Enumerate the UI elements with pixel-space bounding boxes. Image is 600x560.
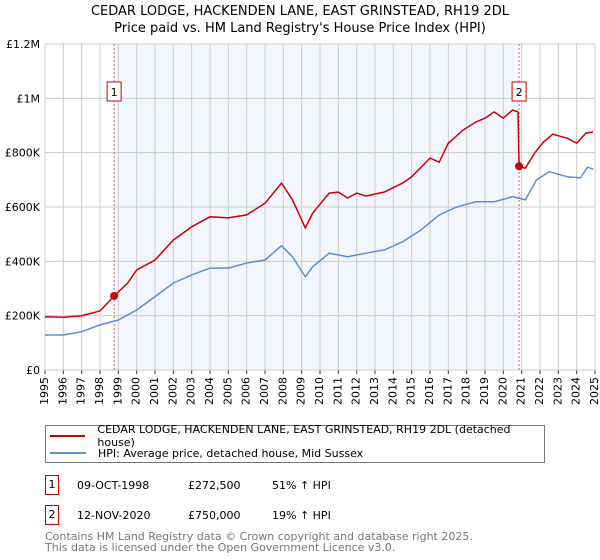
- x-tick-label: 2007: [258, 377, 271, 405]
- y-tick-label: £800K: [5, 147, 41, 160]
- y-tick-label: £1M: [17, 92, 41, 105]
- x-tick-label: 2012: [350, 377, 363, 405]
- sale-point: [110, 291, 119, 300]
- transaction-hpi: 19% ↑ HPI: [272, 509, 331, 522]
- sale-label: 2: [516, 86, 523, 99]
- price-chart: 1995 1996 1997 1998 1999 2000 2001 2002 2003 2004…: [5, 38, 600, 405]
- x-tick-label: 2009: [295, 377, 308, 405]
- y-tick-label: £1.2M: [6, 38, 40, 51]
- x-tick-label: 1995: [38, 377, 51, 405]
- footer-copyright: Contains HM Land Registry data © Crown c…: [45, 530, 473, 543]
- chart-subtitle: Price paid vs. HM Land Registry's House …: [114, 21, 486, 36]
- transaction-date: 09-OCT-1998: [77, 479, 150, 492]
- x-tick-label: 2025: [588, 377, 600, 405]
- x-tick-label: 2017: [441, 377, 454, 405]
- x-tick-label: 2010: [313, 377, 326, 405]
- chart-title: CEDAR LODGE, HACKENDEN LANE, EAST GRINST…: [90, 4, 510, 19]
- x-tick-label: 1997: [75, 377, 88, 405]
- x-tick-label: 2016: [423, 377, 436, 405]
- x-tick-label: 2018: [460, 377, 473, 405]
- footer-licence: This data is licensed under the Open Gov…: [45, 541, 396, 554]
- x-tick-label: 2011: [331, 377, 344, 405]
- x-tick-label: 2019: [478, 377, 491, 405]
- x-tick-label: 2015: [405, 377, 418, 405]
- x-tick-label: 2006: [240, 377, 253, 405]
- x-tick-label: 2013: [368, 377, 381, 405]
- sale-label-box: [106, 81, 122, 102]
- x-tick-label: 2014: [386, 377, 399, 405]
- hpi-series-line: [45, 166, 594, 336]
- sale-label: 1: [111, 86, 118, 99]
- y-tick-label: £600K: [5, 201, 41, 214]
- legend-item-property: CEDAR LODGE, HACKENDEN LANE, EAST GRINST…: [50, 423, 544, 449]
- x-tick-label: 2024: [570, 377, 583, 405]
- x-tick-label: 2022: [533, 377, 546, 405]
- x-tick-label: 2008: [276, 377, 289, 405]
- property-series-line: [44, 109, 594, 319]
- plot-border: [44, 43, 596, 371]
- x-tick-label: 2000: [130, 377, 143, 405]
- x-tick-label: 2023: [551, 377, 564, 405]
- sale-point: [515, 162, 524, 171]
- x-tick-label: 2020: [496, 377, 509, 405]
- footer: Contains HM Land Registry data © Crown c…: [45, 531, 473, 553]
- x-tick-label: 2005: [221, 377, 234, 405]
- sale-label-box: [511, 81, 527, 102]
- x-tick-label: 1999: [111, 377, 124, 405]
- blue-line-swatch: [50, 452, 86, 454]
- transaction-number: 2: [45, 505, 59, 525]
- legend-label-hpi: HPI: Average price, detached house, Mid …: [98, 446, 364, 460]
- x-tick-label: 2021: [515, 377, 528, 405]
- transaction-number: 1: [45, 475, 59, 495]
- legend: CEDAR LODGE, HACKENDEN LANE, EAST GRINST…: [45, 423, 545, 463]
- x-tick-label: 2004: [203, 377, 216, 405]
- transaction-price: £750,000: [188, 509, 241, 522]
- y-tick-label: £400K: [5, 255, 41, 268]
- x-tick-label: 1998: [93, 377, 106, 405]
- transaction-price: £272,500: [188, 479, 241, 492]
- y-tick-label: £0: [26, 364, 40, 377]
- x-tick-label: 2003: [185, 377, 198, 405]
- y-tick-label: £200K: [5, 310, 41, 323]
- legend-label-property: CEDAR LODGE, HACKENDEN LANE, EAST GRINST…: [97, 423, 511, 449]
- legend-item-hpi: HPI: Average price, detached house, Mid …: [50, 445, 363, 461]
- transaction-date: 12-NOV-2020: [77, 509, 151, 522]
- x-tick-label: 1996: [56, 377, 69, 405]
- red-line-swatch: [50, 435, 86, 437]
- x-tick-label: 2001: [148, 377, 161, 405]
- x-tick-label: 2002: [166, 377, 179, 405]
- transaction-hpi: 51% ↑ HPI: [272, 479, 331, 492]
